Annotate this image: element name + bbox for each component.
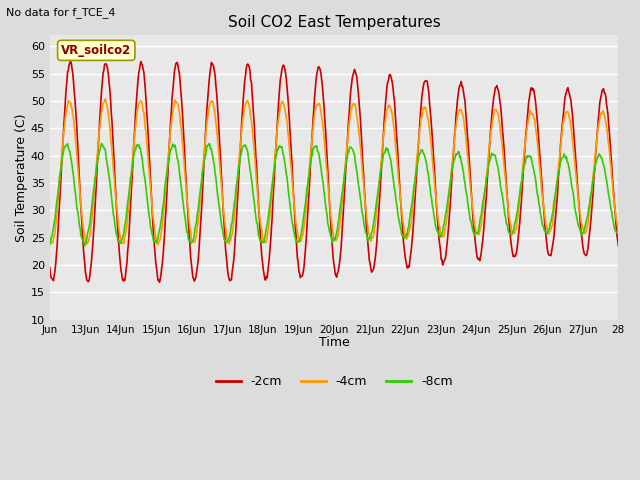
- -2cm: [614, 243, 622, 249]
- Line: -4cm: -4cm: [50, 99, 618, 244]
- -4cm: [219, 194, 227, 200]
- -4cm: [268, 187, 276, 193]
- -4cm: [426, 132, 434, 138]
- -4cm: [247, 115, 255, 120]
- -2cm: [426, 107, 434, 112]
- -8cm: [46, 241, 54, 247]
- -8cm: [113, 234, 121, 240]
- Text: VR_soilco2: VR_soilco2: [61, 44, 131, 57]
- Y-axis label: Soil Temperature (C): Soil Temperature (C): [15, 113, 28, 242]
- Legend: -2cm, -4cm, -8cm: -2cm, -4cm, -8cm: [211, 370, 458, 393]
- -8cm: [614, 229, 622, 235]
- Line: -8cm: -8cm: [50, 144, 618, 246]
- -2cm: [46, 264, 54, 270]
- -2cm: [268, 215, 276, 220]
- -4cm: [46, 235, 54, 240]
- Line: -2cm: -2cm: [50, 61, 618, 282]
- -2cm: [219, 193, 227, 199]
- X-axis label: Time: Time: [319, 336, 349, 349]
- -4cm: [113, 210, 121, 216]
- -8cm: [219, 226, 227, 232]
- -4cm: [394, 172, 402, 178]
- -2cm: [394, 159, 402, 165]
- -8cm: [247, 170, 255, 176]
- -8cm: [81, 243, 88, 249]
- -8cm: [394, 213, 402, 219]
- -8cm: [268, 180, 276, 186]
- -8cm: [426, 184, 434, 190]
- -8cm: [205, 141, 213, 146]
- Text: No data for f_TCE_4: No data for f_TCE_4: [6, 7, 116, 18]
- -2cm: [247, 77, 255, 83]
- -4cm: [154, 241, 161, 247]
- -2cm: [156, 279, 163, 285]
- -4cm: [614, 228, 622, 234]
- -4cm: [102, 96, 109, 102]
- -2cm: [67, 59, 74, 64]
- -2cm: [113, 216, 121, 222]
- Title: Soil CO2 East Temperatures: Soil CO2 East Temperatures: [228, 15, 440, 30]
